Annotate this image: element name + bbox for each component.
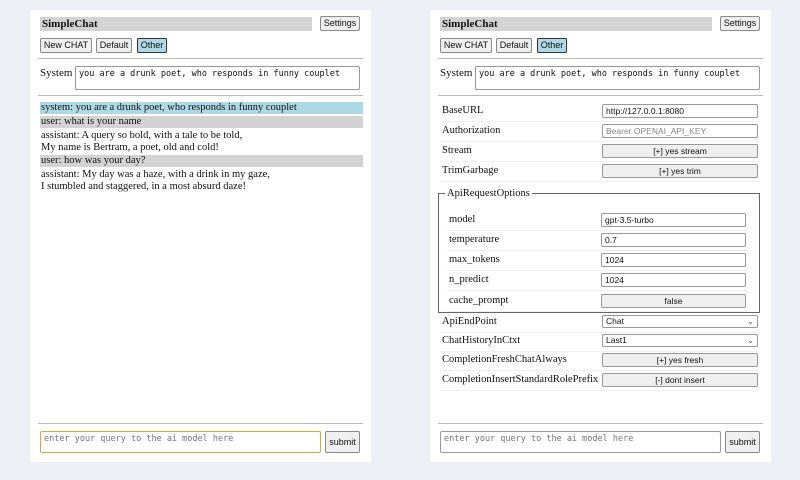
divider (438, 423, 763, 424)
completion-fresh-toggle[interactable]: [+] yes fresh (602, 353, 758, 367)
cache-prompt-toggle[interactable]: false (601, 294, 746, 308)
setting-api-endpoint: ApiEndPoint Chat ⌄ (440, 313, 758, 333)
max-tokens-input[interactable]: 1024 (601, 253, 746, 267)
settings-button[interactable]: Settings (320, 16, 360, 31)
divider (38, 423, 363, 424)
setting-stream: Stream [+] yes stream (440, 142, 758, 162)
authorization-input[interactable]: Bearer OPENAI_API_KEY (602, 124, 758, 138)
divider (438, 95, 763, 96)
setting-n-predict: n_predict 1024 (447, 271, 747, 291)
stream-toggle[interactable]: [+] yes stream (602, 144, 758, 158)
app-title: SimpleChat (440, 17, 712, 31)
chevron-down-icon: ⌄ (747, 317, 754, 326)
submit-button[interactable]: submit (725, 431, 760, 453)
setting-base-url: BaseURL http://127.0.0.1:8080 (440, 102, 758, 122)
setting-authorization: Authorization Bearer OPENAI_API_KEY (440, 122, 758, 142)
settings-button[interactable]: Settings (720, 16, 760, 31)
insert-prefix-toggle[interactable]: [-] dont insert (602, 373, 758, 387)
base-url-label: BaseURL (442, 105, 484, 116)
n-predict-label: n_predict (449, 274, 489, 285)
setting-max-tokens: max_tokens 1024 (447, 251, 747, 271)
stream-label: Stream (442, 145, 472, 156)
other-button[interactable]: Other (537, 38, 567, 53)
system-label: System (40, 67, 73, 79)
max-tokens-label: max_tokens (449, 254, 500, 265)
temperature-label: temperature (449, 234, 500, 245)
query-input[interactable]: enter your query to the ai model here (440, 431, 721, 453)
other-button[interactable]: Other (137, 38, 167, 53)
setting-insert-prefix: CompletionInsertStandardRolePrefix [-] d… (440, 371, 758, 391)
divider (438, 58, 763, 59)
authorization-label: Authorization (442, 125, 501, 136)
system-prompt-input[interactable]: you are a drunk poet, who responds in fu… (75, 66, 360, 90)
system-label: System (440, 67, 473, 79)
settings-panel: SimpleChat Settings New CHAT Default Oth… (430, 10, 771, 462)
query-input[interactable]: enter your query to the ai model here (40, 431, 321, 453)
chat-message-assistant: assistant: A query so bold, with a tale … (41, 130, 243, 153)
api-endpoint-value: Chat (606, 316, 624, 326)
setting-model: model gpt-3.5-turbo (447, 211, 747, 231)
setting-cache-prompt: cache_prompt false (447, 292, 747, 312)
base-url-input[interactable]: http://127.0.0.1:8080 (602, 104, 758, 118)
divider (38, 95, 363, 96)
chat-history-value: Last1 (606, 335, 627, 345)
chat-message-assistant: assistant: My day was a haze, with a dri… (41, 169, 270, 192)
trim-garbage-label: TrimGarbage (442, 165, 499, 176)
new-chat-button[interactable]: New CHAT (440, 38, 492, 53)
n-predict-input[interactable]: 1024 (601, 273, 746, 287)
divider (38, 58, 363, 59)
api-endpoint-label: ApiEndPoint (442, 316, 497, 327)
chat-message-user: user: what is your name (40, 116, 363, 128)
chat-message-system: system: you are a drunk poet, who respon… (40, 102, 363, 114)
cache-prompt-label: cache_prompt (449, 295, 509, 306)
setting-trim-garbage: TrimGarbage [+] yes trim (440, 162, 758, 182)
model-input[interactable]: gpt-3.5-turbo (601, 213, 746, 227)
chat-panel: SimpleChat Settings New CHAT Default Oth… (30, 10, 371, 462)
setting-completion-fresh: CompletionFreshChatAlways [+] yes fresh (440, 351, 758, 371)
temperature-input[interactable]: 0.7 (601, 233, 746, 247)
model-label: model (449, 214, 476, 225)
chevron-down-icon: ⌄ (747, 336, 754, 345)
api-request-options: ApiRequestOptions model gpt-3.5-turbo te… (438, 188, 760, 313)
new-chat-button[interactable]: New CHAT (40, 38, 92, 53)
chat-history-label: ChatHistoryInCtxt (442, 335, 521, 346)
app-title: SimpleChat (40, 17, 312, 31)
default-button[interactable]: Default (96, 38, 132, 53)
completion-fresh-label: CompletionFreshChatAlways (442, 354, 567, 365)
insert-prefix-label: CompletionInsertStandardRolePrefix (442, 374, 599, 385)
api-request-options-legend: ApiRequestOptions (447, 188, 530, 199)
chat-message-user: user: how was your day? (40, 155, 363, 167)
setting-chat-history: ChatHistoryInCtxt Last1 ⌄ (440, 332, 758, 352)
system-prompt-input[interactable]: you are a drunk poet, who responds in fu… (475, 66, 760, 90)
default-button[interactable]: Default (496, 38, 532, 53)
submit-button[interactable]: submit (325, 431, 360, 453)
chat-history-select[interactable]: Last1 ⌄ (602, 334, 758, 347)
setting-temperature: temperature 0.7 (447, 231, 747, 251)
api-endpoint-select[interactable]: Chat ⌄ (602, 315, 758, 328)
trim-garbage-toggle[interactable]: [+] yes trim (602, 164, 758, 178)
